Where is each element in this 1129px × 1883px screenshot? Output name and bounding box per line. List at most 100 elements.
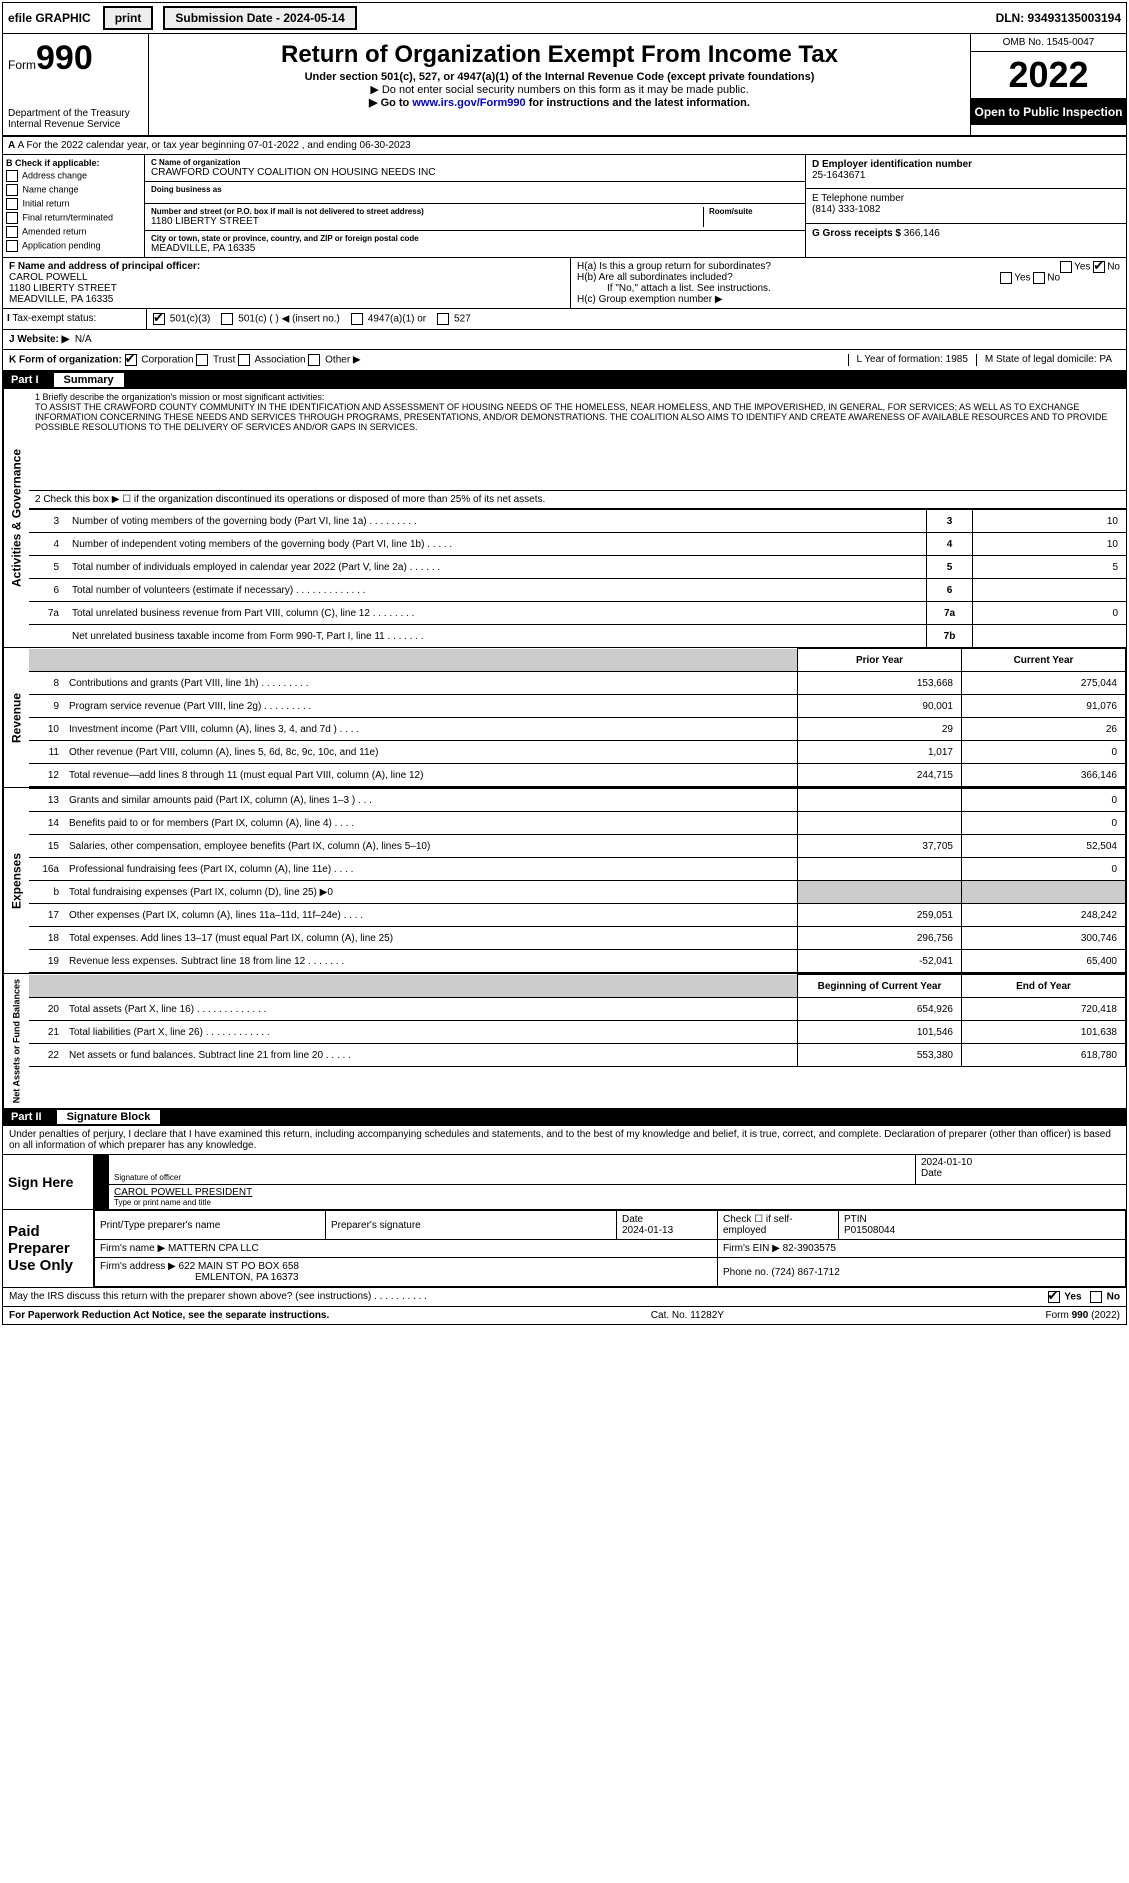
sig-arrow-icon xyxy=(94,1155,109,1184)
form-subtitle: Under section 501(c), 527, or 4947(a)(1)… xyxy=(154,71,965,83)
expenses-table: 13Grants and similar amounts paid (Part … xyxy=(29,788,1126,973)
form-title: Return of Organization Exempt From Incom… xyxy=(154,41,965,69)
discuss-question: May the IRS discuss this return with the… xyxy=(9,1291,1048,1303)
sig-name-value: CAROL POWELL PRESIDENT xyxy=(114,1187,1121,1198)
governance-table: 3 Number of voting members of the govern… xyxy=(29,509,1126,647)
room-label: Room/suite xyxy=(709,207,799,216)
state-domicile: M State of legal domicile: PA xyxy=(976,354,1120,366)
dept-treasury: Department of the Treasury xyxy=(8,108,143,119)
firm-name: MATTERN CPA LLC xyxy=(168,1243,259,1254)
check-initial-return[interactable] xyxy=(6,198,18,210)
check-corp[interactable] xyxy=(125,354,137,366)
org-name: CRAWFORD COUNTY COALITION ON HOUSING NEE… xyxy=(151,167,799,178)
goto-link[interactable]: ▶ Go to www.irs.gov/Form990 for instruct… xyxy=(369,97,750,109)
form-ref: Form 990 (2022) xyxy=(1046,1310,1120,1321)
check-amended[interactable] xyxy=(6,226,18,238)
dln: DLN: 93493135003194 xyxy=(996,11,1121,25)
form-word: Form xyxy=(8,58,36,72)
check-final-return[interactable] xyxy=(6,212,18,224)
tax-period-text: A For the 2022 calendar year, or tax yea… xyxy=(18,140,411,151)
form-header: Form990 Department of the Treasury Inter… xyxy=(3,34,1126,137)
irs-label: Internal Revenue Service xyxy=(8,119,143,130)
k-label: K Form of organization: xyxy=(9,355,122,366)
revenue-table: Prior YearCurrent Year8Contributions and… xyxy=(29,648,1126,787)
website-value: N/A xyxy=(75,334,92,345)
submission-date: Submission Date - 2024-05-14 xyxy=(163,6,356,30)
b-label: B Check if applicable: xyxy=(6,158,100,168)
paid-preparer-label: Paid Preparer Use Only xyxy=(3,1210,93,1287)
line1-label: 1 Briefly describe the organization's mi… xyxy=(35,392,1120,402)
cat-number: Cat. No. 11282Y xyxy=(651,1310,724,1321)
ha-label: H(a) Is this a group return for subordin… xyxy=(577,261,771,272)
efile-label: efile GRAPHIC xyxy=(8,11,91,25)
sig-date-value: 2024-01-10 xyxy=(921,1157,1121,1168)
preparer-table: Print/Type preparer's name Preparer's si… xyxy=(94,1210,1126,1287)
section-b-checkboxes: B Check if applicable: Address change Na… xyxy=(3,155,145,257)
officer-street: 1180 LIBERTY STREET xyxy=(9,283,564,294)
street-label: Number and street (or P.O. box if mail i… xyxy=(151,207,703,216)
officer-name: CAROL POWELL xyxy=(9,272,564,283)
ein-label: D Employer identification number xyxy=(812,159,972,170)
check-trust[interactable] xyxy=(196,354,208,366)
check-501c3[interactable] xyxy=(153,313,165,325)
hb-no[interactable] xyxy=(1033,272,1045,284)
sig-arrow-icon xyxy=(94,1185,109,1209)
sign-here-label: Sign Here xyxy=(3,1155,93,1209)
line2-text: 2 Check this box ▶ ☐ if the organization… xyxy=(29,491,1126,509)
city-label: City or town, state or province, country… xyxy=(151,234,799,243)
gross-receipts-value: 366,146 xyxy=(904,228,940,239)
check-name-change[interactable] xyxy=(6,184,18,196)
mission-text: TO ASSIST THE CRAWFORD COUNTY COMMUNITY … xyxy=(35,402,1120,432)
check-4947[interactable] xyxy=(351,313,363,325)
form-number: 990 xyxy=(36,39,93,77)
hc-label: H(c) Group exemption number ▶ xyxy=(577,294,1120,305)
ein-value: 25-1643671 xyxy=(812,170,1120,181)
check-527[interactable] xyxy=(437,313,449,325)
hb-note: If "No," attach a list. See instructions… xyxy=(577,283,1120,294)
side-label-governance: Activities & Governance xyxy=(3,389,29,647)
tax-year: 2022 xyxy=(971,52,1126,99)
check-app-pending[interactable] xyxy=(6,240,18,252)
side-label-expenses: Expenses xyxy=(3,788,29,973)
side-label-netassets: Net Assets or Fund Balances xyxy=(3,974,29,1108)
c-name-label: C Name of organization xyxy=(151,158,799,167)
street-value: 1180 LIBERTY STREET xyxy=(151,216,703,227)
check-other[interactable] xyxy=(308,354,320,366)
firm-phone: (724) 867-1712 xyxy=(771,1267,839,1278)
tax-exempt-label: I Tax-exempt status: xyxy=(3,309,147,329)
page-footer: For Paperwork Reduction Act Notice, see … xyxy=(3,1307,1126,1324)
sig-date-label: Date xyxy=(921,1168,1121,1179)
omb-number: OMB No. 1545-0047 xyxy=(971,34,1126,52)
phone-label: E Telephone number xyxy=(812,193,1120,204)
sig-name-label: Type or print name and title xyxy=(114,1198,1121,1207)
part2-header: Part II Signature Block xyxy=(3,1108,1126,1126)
phone-value: (814) 333-1082 xyxy=(812,204,1120,215)
perjury-declaration: Under penalties of perjury, I declare th… xyxy=(3,1126,1126,1155)
row-a-period: A A For the 2022 calendar year, or tax y… xyxy=(3,137,1126,155)
hb-yes[interactable] xyxy=(1000,272,1012,284)
open-public: Open to Public Inspection xyxy=(971,99,1126,125)
sig-officer-label: Signature of officer xyxy=(114,1173,910,1182)
hb-label: H(b) Are all subordinates included? xyxy=(577,272,733,283)
print-button[interactable]: print xyxy=(103,6,154,30)
officer-city: MEADVILLE, PA 16335 xyxy=(9,294,564,305)
side-label-revenue: Revenue xyxy=(3,648,29,787)
officer-label: F Name and address of principal officer: xyxy=(9,261,200,272)
check-assoc[interactable] xyxy=(238,354,250,366)
part1-header: Part I Summary xyxy=(3,371,1126,389)
discuss-no[interactable] xyxy=(1090,1291,1102,1303)
gross-receipts-label: G Gross receipts $ xyxy=(812,228,901,239)
ha-yes[interactable] xyxy=(1060,261,1072,273)
year-formation: L Year of formation: 1985 xyxy=(848,354,976,366)
firm-addr: 622 MAIN ST PO BOX 658 xyxy=(179,1261,299,1272)
city-value: MEADVILLE, PA 16335 xyxy=(151,243,799,254)
pra-notice: For Paperwork Reduction Act Notice, see … xyxy=(9,1310,329,1321)
discuss-yes[interactable] xyxy=(1048,1291,1060,1303)
check-address-change[interactable] xyxy=(6,170,18,182)
dba-label: Doing business as xyxy=(151,185,799,194)
ha-no[interactable] xyxy=(1093,261,1105,273)
netassets-table: Beginning of Current YearEnd of Year20To… xyxy=(29,974,1126,1067)
website-label: J Website: ▶ xyxy=(9,334,69,345)
check-501c[interactable] xyxy=(221,313,233,325)
top-bar: efile GRAPHIC print Submission Date - 20… xyxy=(3,3,1126,34)
